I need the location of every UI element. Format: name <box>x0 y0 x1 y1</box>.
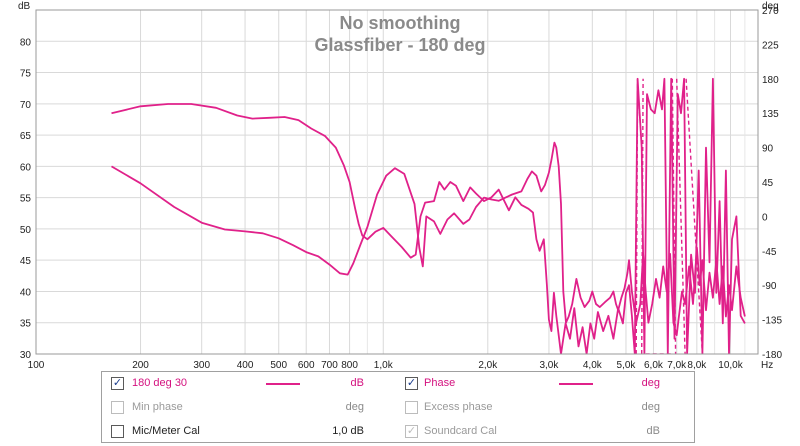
legend-panel: ✓ 180 deg 30 dB ✓ Phase deg Min phase de… <box>101 371 695 443</box>
y-left-tick-label: 60 <box>20 162 32 173</box>
x-tick-label: 300 <box>193 360 210 371</box>
checkbox-180-deg-30[interactable]: ✓ <box>111 377 124 390</box>
x-tick-label: 800 <box>341 360 358 371</box>
y-right-tick-label: 135 <box>762 109 779 120</box>
y-right-tick-label: -180 <box>762 350 782 361</box>
x-tick-label: 7,0k <box>667 360 687 371</box>
x-tick-label: 1,0k <box>374 360 394 371</box>
legend-row-3: Mic/Meter Cal 1,0 dB ✓ Soundcard Cal dB <box>102 420 694 442</box>
x-tick-label: 500 <box>270 360 287 371</box>
y-left-tick-label: 35 <box>20 319 32 330</box>
plot-frame <box>35 9 759 355</box>
legend-label-mic-meter-cal: Mic/Meter Cal <box>132 425 200 437</box>
x-tick-label: 3,0k <box>539 360 559 371</box>
legend-unit-min-phase: deg <box>345 401 364 413</box>
legend-unit-excess-phase: deg <box>641 401 660 413</box>
legend-label-min-phase: Min phase <box>132 401 183 413</box>
y-right-tick-label: -45 <box>762 247 777 258</box>
legend-label-phase: Phase <box>424 377 456 389</box>
y-left-unit: dB <box>18 1 31 12</box>
x-tick-label: 700 <box>321 360 338 371</box>
x-tick-label: 2,0k <box>478 360 498 371</box>
legend-label-soundcard-cal: Soundcard Cal <box>424 425 497 437</box>
y-left-tick-label: 80 <box>20 37 32 48</box>
x-unit: Hz <box>761 360 773 371</box>
x-tick-label: 100 <box>28 360 45 371</box>
legend-swatch-phase <box>559 383 593 385</box>
y-left-tick-label: 30 <box>20 350 32 361</box>
y-right-unit: deg <box>762 1 779 12</box>
series-layer <box>111 77 746 354</box>
y-right-tick-label: 0 <box>762 212 768 223</box>
legend-value-mic-meter-cal: 1,0 dB <box>332 425 364 437</box>
x-tick-label: 6,0k <box>644 360 664 371</box>
series-line-1 <box>111 77 746 354</box>
legend-swatch-180-deg-30 <box>266 383 300 385</box>
y-left-tick-label: 70 <box>20 100 32 111</box>
y-left-tick-label: 40 <box>20 287 32 298</box>
legend-unit-soundcard-cal: dB <box>646 425 660 437</box>
chart-subtitle: Glassfiber - 180 deg <box>314 35 485 55</box>
legend-unit-phase: deg <box>641 377 660 389</box>
y-left-tick-label: 45 <box>20 256 32 267</box>
x-tick-label: 4,0k <box>583 360 603 371</box>
y-right-tick-label: 90 <box>762 144 774 155</box>
checkbox-excess-phase[interactable] <box>405 401 418 414</box>
legend-label-180-deg-30: 180 deg 30 <box>132 377 188 389</box>
x-tick-label: 400 <box>237 360 254 371</box>
y-left-tick-label: 50 <box>20 225 32 236</box>
legend-row-1: ✓ 180 deg 30 dB ✓ Phase deg <box>102 372 694 394</box>
y-right-tick-label: 45 <box>762 178 774 189</box>
y-right-tick-label: -90 <box>762 281 777 292</box>
x-tick-label: 10,0k <box>718 360 743 371</box>
legend-label-excess-phase: Excess phase <box>424 401 493 413</box>
y-right-tick-label: 225 <box>762 40 779 51</box>
series-line-0 <box>111 141 746 337</box>
legend-row-2: Min phase deg Excess phase deg <box>102 396 694 418</box>
plot-area <box>36 10 758 354</box>
x-tick-label: 600 <box>298 360 315 371</box>
y-left-tick-label: 65 <box>20 131 32 142</box>
chart-title: No smoothing <box>340 13 461 33</box>
ticks: 30 35 40 45 50 55 60 65 70 75 80 -180 -135 -90 -45 0 45 9… <box>20 6 783 371</box>
y-left-tick-label: 75 <box>20 69 32 80</box>
x-tick-label: 8,0k <box>687 360 707 371</box>
x-tick-label: 200 <box>132 360 149 371</box>
checkbox-phase[interactable]: ✓ <box>405 377 418 390</box>
y-right-tick-label: 270 <box>762 6 779 17</box>
checkbox-min-phase[interactable] <box>111 401 124 414</box>
y-right-tick-label: -135 <box>762 316 782 327</box>
checkbox-mic-meter-cal[interactable] <box>111 425 124 438</box>
grid <box>35 10 758 355</box>
y-left-tick-label: 55 <box>20 194 32 205</box>
x-tick-label: 5,0k <box>617 360 637 371</box>
legend-unit-180-deg-30: dB <box>350 377 364 389</box>
checkbox-soundcard-cal[interactable]: ✓ <box>405 425 418 438</box>
y-right-tick-label: 180 <box>762 75 779 86</box>
